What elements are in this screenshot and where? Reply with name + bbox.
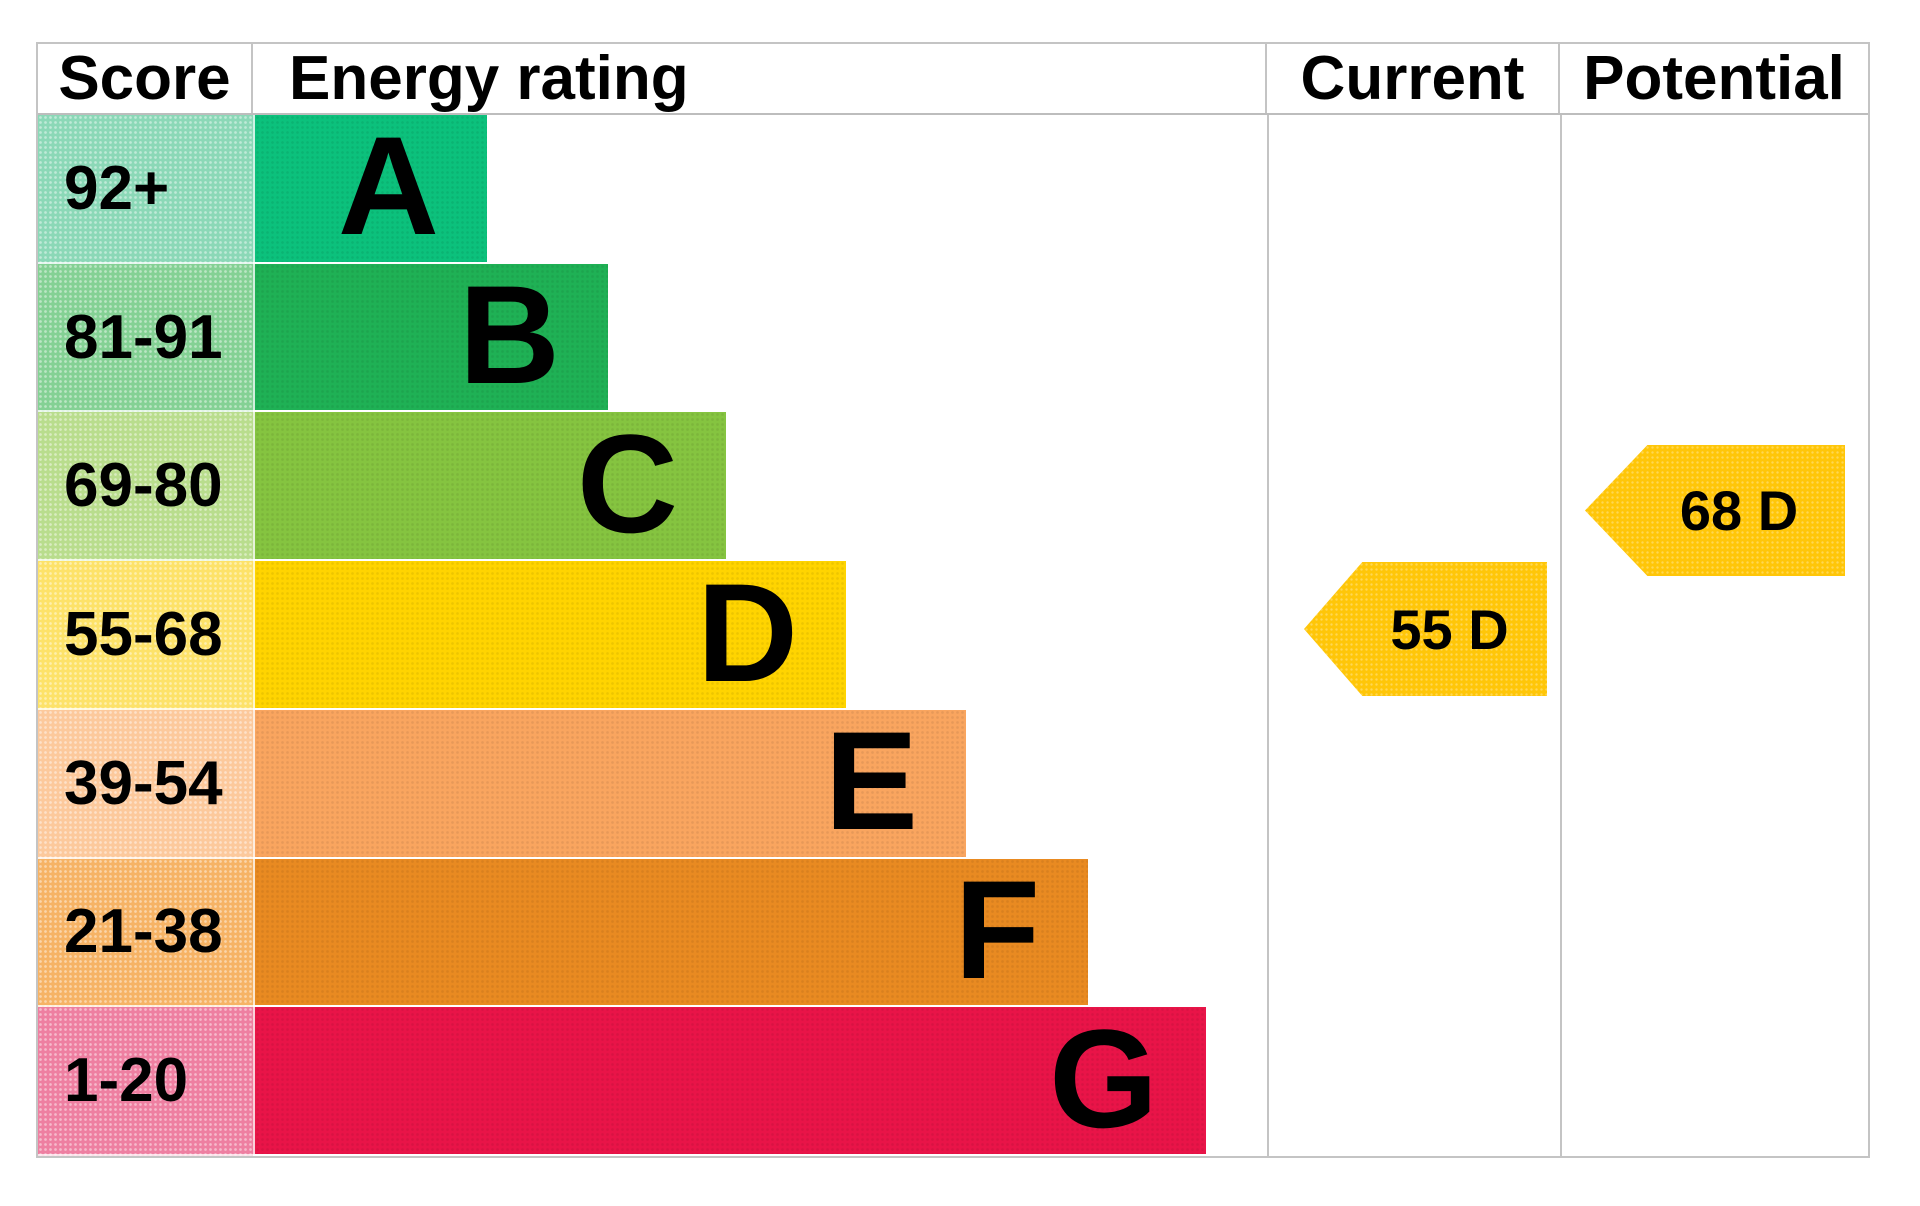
table-header-row: Score Energy rating Current Potential — [38, 44, 1868, 115]
header-energy-rating: Energy rating — [289, 44, 689, 113]
band-row-a: 92+ A — [38, 115, 1267, 264]
score-range-e: 39-54 — [38, 709, 253, 859]
score-range-f: 21-38 — [38, 858, 253, 1008]
band-rows-container: 92+ A 81-91 B 69-80 — [38, 115, 1267, 1157]
band-letter-c: C — [576, 404, 678, 562]
bar-area-g: G — [253, 999, 1267, 1157]
band-bar-e: E — [253, 702, 966, 860]
band-letter-b: B — [458, 256, 560, 414]
band-row-g: 1-20 G — [38, 999, 1267, 1157]
band-row-f: 21-38 F — [38, 850, 1267, 1008]
band-row-c: 69-80 C — [38, 404, 1267, 562]
current-rating-label: 55 D — [1390, 597, 1509, 661]
bar-area-c: C — [253, 404, 1267, 562]
band-bar-c: C — [253, 404, 726, 562]
band-bar-a: A — [253, 115, 487, 262]
score-range-a: 92+ — [38, 115, 253, 264]
potential-rating-arrow: 68 D — [1585, 445, 1845, 576]
header-score: Score — [38, 44, 253, 113]
epc-rating-table: Score Energy rating Current Potential 92… — [36, 42, 1870, 1158]
band-row-e: 39-54 E — [38, 702, 1267, 860]
potential-rating-label: 68 D — [1679, 479, 1799, 542]
band-row-d: 55-68 D — [38, 561, 1267, 710]
bar-area-a: A — [253, 115, 1267, 264]
header-potential: Potential — [1558, 44, 1868, 113]
band-letter-d: D — [696, 553, 798, 711]
band-letter-g: G — [1049, 999, 1158, 1157]
bar-area-e: E — [253, 702, 1267, 860]
band-bar-b: B — [253, 256, 608, 414]
score-range-g: 1-20 — [38, 1007, 253, 1157]
bar-area-f: F — [253, 850, 1267, 1008]
band-letter-f: F — [954, 850, 1040, 1008]
current-column: 55 D — [1267, 115, 1560, 1156]
band-bar-g: G — [253, 999, 1206, 1157]
score-range-b: 81-91 — [38, 263, 253, 413]
band-letter-e: E — [824, 702, 918, 860]
score-range-d: 55-68 — [38, 561, 253, 710]
band-row-b: 81-91 B — [38, 256, 1267, 414]
band-letter-a: A — [337, 107, 439, 265]
bar-area-b: B — [253, 256, 1267, 414]
band-bar-d: D — [253, 561, 846, 708]
band-bar-f: F — [253, 850, 1088, 1008]
current-rating-arrow: 55 D — [1304, 562, 1547, 696]
header-current: Current — [1265, 44, 1558, 113]
score-range-c: 69-80 — [38, 412, 253, 562]
bar-area-d: D — [253, 561, 1267, 710]
potential-column: 68 D — [1560, 115, 1868, 1156]
